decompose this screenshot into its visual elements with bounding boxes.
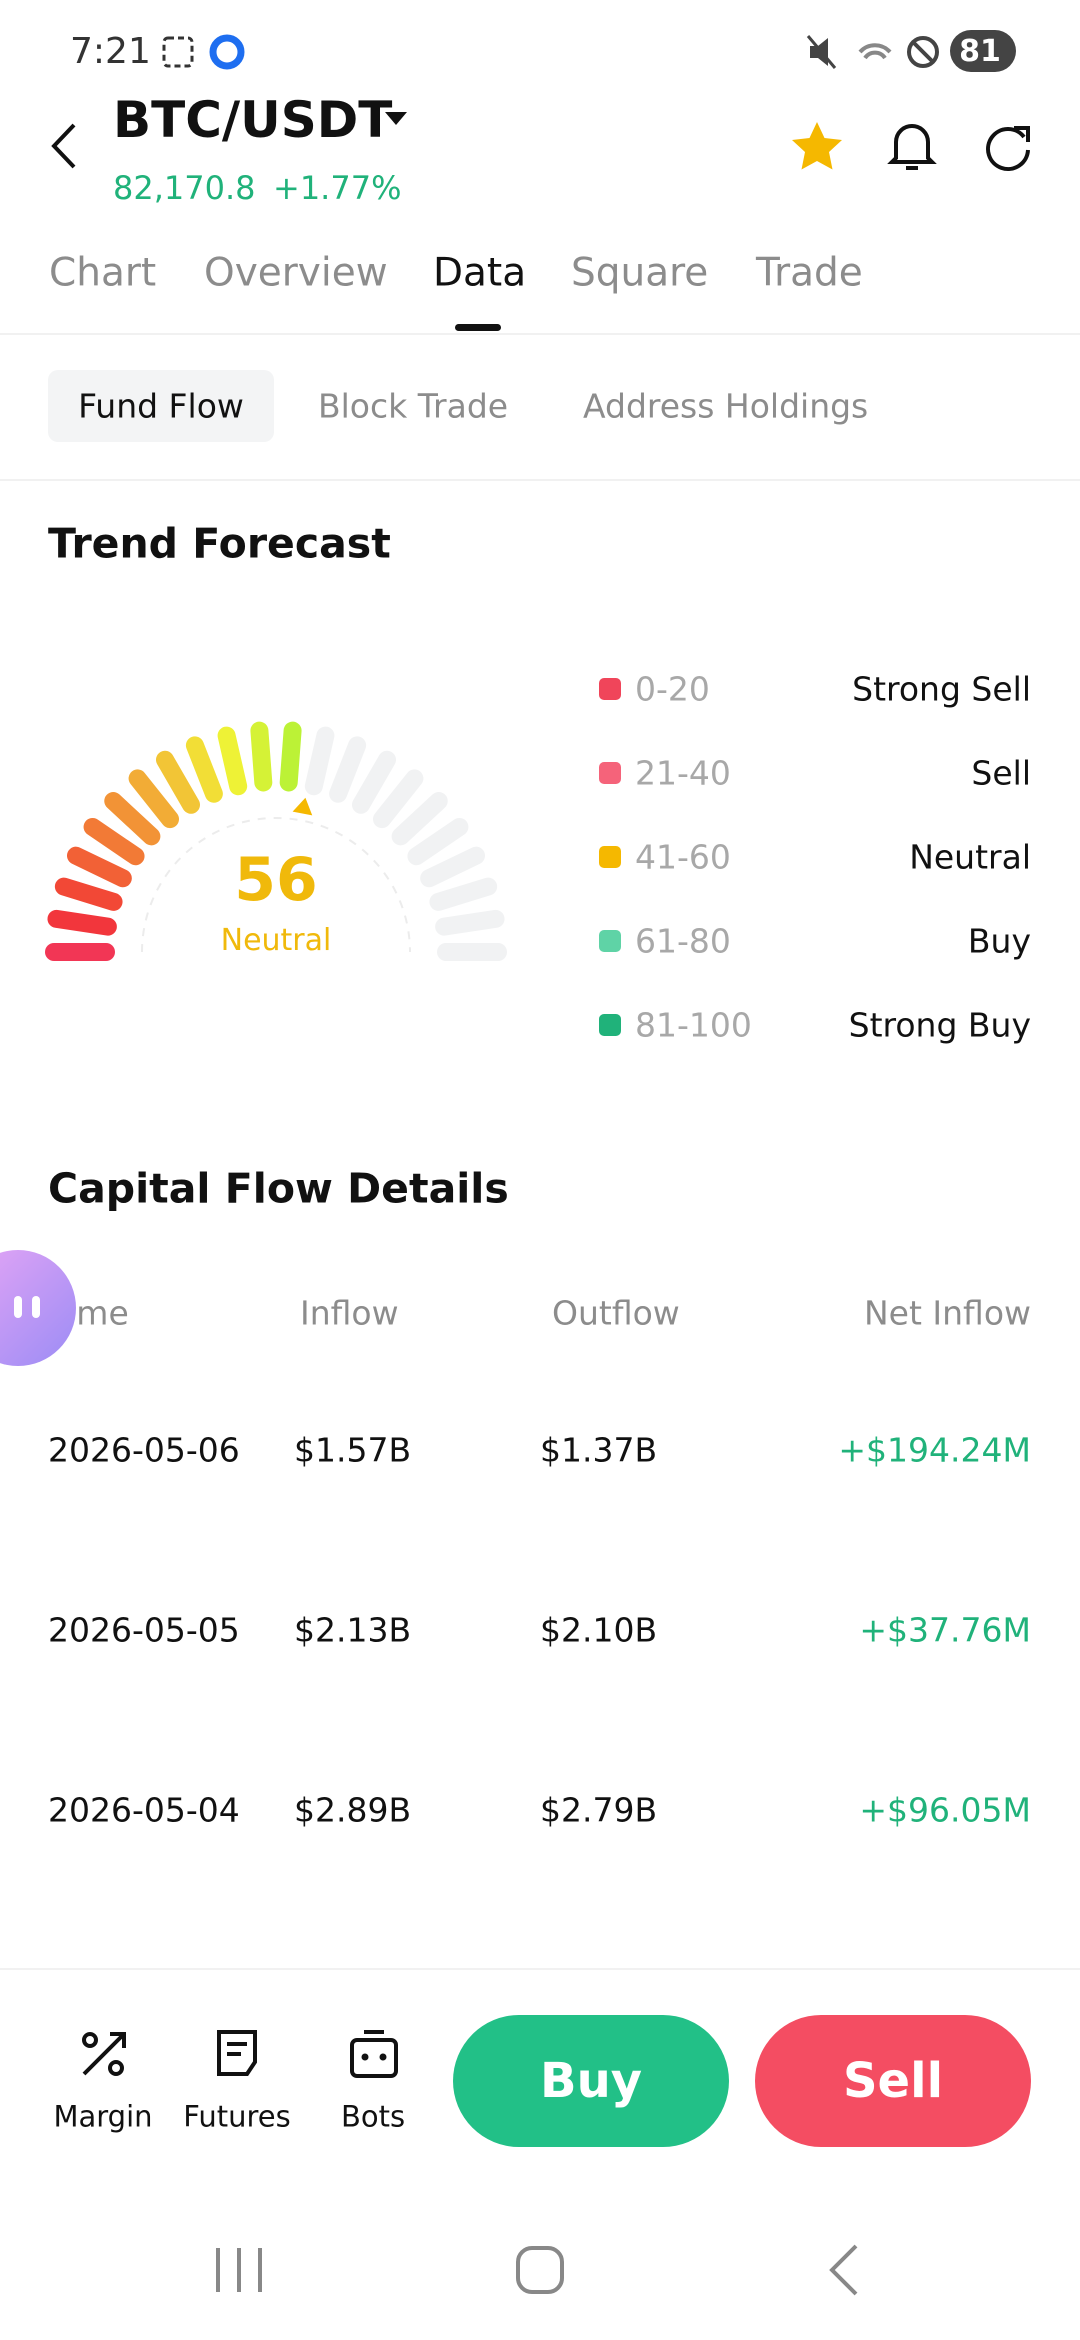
net-inflow: +$96.05M [859, 1790, 1031, 1830]
cell: $2.79B [540, 1790, 658, 1830]
status-icons-right [806, 35, 939, 69]
cell: 2026-05-05 [48, 1610, 240, 1650]
gauge-segment [104, 792, 161, 846]
legend-range: 0-20 [635, 669, 710, 709]
assistant-bubble[interactable] [0, 1250, 80, 1370]
gauge-segment [250, 721, 273, 792]
section-title: Capital Flow Details [48, 1164, 509, 1213]
gauge-segment [54, 877, 123, 911]
cell: $2.10B [540, 1610, 658, 1650]
tab[interactable]: Overview [204, 250, 388, 296]
bots-icon[interactable] [348, 2028, 400, 2080]
legend-range: 61-80 [635, 921, 731, 961]
tab[interactable]: Trade [756, 250, 863, 296]
sell-label[interactable]: Sell [842, 2053, 944, 2109]
gauge-segment [329, 736, 367, 803]
legend-swatch [599, 846, 621, 868]
sell-button[interactable] [755, 2015, 1031, 2147]
divider [0, 1968, 1080, 1970]
status-icons [162, 34, 245, 70]
back-button[interactable] [50, 122, 80, 172]
gauge-segment [217, 726, 248, 796]
tab-active[interactable]: Data [433, 250, 527, 296]
tool-label[interactable]: Futures [183, 2099, 291, 2134]
share-button[interactable] [984, 122, 1034, 172]
status-time: 7:21 [70, 31, 151, 72]
gauge-inner-arc [141, 817, 411, 953]
divider [0, 333, 1080, 335]
cell: $1.37B [540, 1430, 658, 1470]
pair-title[interactable]: BTC/USDT [113, 91, 393, 149]
net-inflow: +$194.24M [838, 1430, 1031, 1470]
legend-swatch [599, 930, 621, 952]
section-title: Trend Forecast [48, 519, 391, 568]
gauge [45, 721, 507, 961]
column-header: Outflow [552, 1293, 680, 1333]
gauge-segment [128, 769, 180, 829]
cell: $1.57B [294, 1430, 412, 1470]
tab[interactable]: Chart [49, 250, 157, 296]
gauge-segment [83, 817, 145, 866]
cell: $2.13B [294, 1610, 412, 1650]
legend-range: 41-60 [635, 837, 731, 877]
column-header: Net Inflow [863, 1293, 1031, 1333]
tool-label[interactable]: Bots [340, 2099, 406, 2134]
futures-icon[interactable] [215, 2028, 263, 2080]
gauge-segment [304, 726, 335, 796]
net-inflow: +$37.76M [859, 1610, 1031, 1650]
favorite-star[interactable] [790, 120, 844, 174]
gauge-segment [429, 877, 498, 911]
gauge-segment [352, 750, 396, 814]
legend-range: 21-40 [635, 753, 731, 793]
legend-range: 81-100 [635, 1005, 752, 1045]
pair-dropdown[interactable] [385, 112, 409, 128]
gauge-segment [407, 817, 469, 866]
legend-label: Strong Buy [848, 1005, 1031, 1045]
alert-bell[interactable] [887, 118, 937, 174]
legend-swatch [599, 678, 621, 700]
gauge-segment [185, 736, 223, 803]
subtab-active[interactable]: Fund Flow [78, 386, 244, 426]
last-price: 82,170.8 [113, 169, 256, 207]
buy-label[interactable]: Buy [539, 2053, 643, 2109]
gauge-segment [420, 846, 486, 888]
legend-label: Buy [967, 921, 1031, 961]
subtab[interactable]: Block Trade [318, 386, 509, 426]
nav-bar [216, 2244, 858, 2296]
cell: $2.89B [294, 1790, 412, 1830]
tab[interactable]: Square [571, 250, 709, 296]
battery [950, 30, 1016, 72]
column-header: Inflow [300, 1293, 399, 1333]
buy-button[interactable] [453, 2015, 729, 2147]
gauge-score: 56 [234, 845, 318, 915]
legend-swatch [599, 1014, 621, 1036]
gauge-segment [47, 909, 117, 936]
tool-label[interactable]: Margin [53, 2099, 153, 2134]
gauge-segment [279, 721, 302, 792]
battery-level: 81 [959, 34, 1001, 69]
legend-label: Strong Sell [852, 669, 1031, 709]
margin-icon[interactable] [80, 2030, 128, 2078]
gauge-segment [435, 909, 505, 936]
tab-indicator [455, 324, 501, 331]
subtab[interactable]: Address Holdings [583, 386, 869, 426]
divider [0, 479, 1080, 481]
legend-swatch [599, 762, 621, 784]
price-change: +1.77% [273, 169, 402, 207]
gauge-pointer [292, 797, 313, 816]
gauge-segment [372, 769, 424, 829]
legend-label: Neutral [909, 837, 1031, 877]
subtab-pill [48, 370, 274, 442]
gauge-segment [391, 792, 448, 846]
cell: 2026-05-06 [48, 1430, 240, 1470]
legend-label: Sell [971, 753, 1031, 793]
gauge-rating: Neutral [220, 923, 332, 958]
gauge-segment [66, 846, 132, 888]
gauge-segment [156, 750, 200, 814]
cell: 2026-05-04 [48, 1790, 240, 1830]
